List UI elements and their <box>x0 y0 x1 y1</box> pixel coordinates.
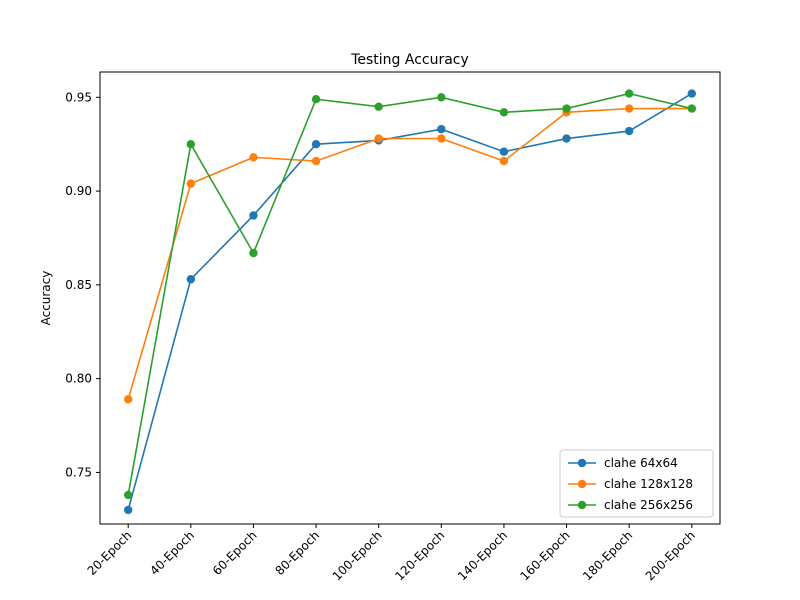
y-tick-label: 0.95 <box>65 90 92 104</box>
x-tick-label: 180-Epoch <box>580 528 635 583</box>
y-tick-label: 0.75 <box>65 465 92 479</box>
data-point <box>124 395 133 404</box>
data-point <box>374 102 383 111</box>
x-tick-label: 140-Epoch <box>455 528 510 583</box>
data-point <box>186 275 196 284</box>
data-point <box>249 153 258 162</box>
y-axis-label: Accuracy <box>39 271 53 326</box>
x-tick-label: 40-Epoch <box>147 528 197 578</box>
y-tick-label: 0.85 <box>65 278 92 292</box>
data-point <box>186 140 196 149</box>
data-point <box>499 156 509 166</box>
data-point <box>624 89 634 98</box>
data-point <box>437 134 446 143</box>
x-tick-label: 160-Epoch <box>518 528 573 583</box>
legend-label: clahe 64x64 <box>604 456 678 470</box>
legend-label: clahe 256x256 <box>604 498 693 512</box>
data-point <box>124 505 133 515</box>
data-point <box>311 94 321 104</box>
y-tick-label: 0.90 <box>65 184 92 198</box>
legend-marker-swatch <box>577 500 587 510</box>
data-point <box>687 104 696 113</box>
data-point <box>124 490 133 500</box>
data-point <box>499 108 509 117</box>
data-point <box>624 126 634 136</box>
series-line <box>127 92 693 511</box>
y-tick-label: 0.80 <box>65 372 92 386</box>
data-point <box>186 179 196 188</box>
legend: clahe 64x64 clahe 128x128 clahe 256x256 <box>559 449 714 518</box>
x-tick-label: 100-Epoch <box>330 528 385 583</box>
x-tick-label: 200-Epoch <box>643 528 698 583</box>
data-point <box>437 93 446 102</box>
data-point <box>249 248 258 258</box>
chart-title: Testing Accuracy <box>350 52 469 68</box>
legend-marker-swatch <box>577 458 587 468</box>
x-tick-label: 80-Epoch <box>272 528 322 578</box>
x-tick-label: 60-Epoch <box>210 528 260 578</box>
data-point <box>374 134 383 143</box>
x-tick-label: 120-Epoch <box>392 528 447 583</box>
data-point <box>499 147 509 156</box>
legend-box <box>559 449 714 518</box>
data-point <box>311 140 321 149</box>
data-point <box>311 156 321 166</box>
legend-label: clahe 128x128 <box>604 477 693 491</box>
data-point <box>624 104 634 113</box>
data-point <box>437 125 446 134</box>
series-line <box>127 92 692 496</box>
data-point <box>562 134 571 143</box>
data-point <box>562 104 571 113</box>
x-tick-label: 20-Epoch <box>85 528 135 578</box>
axes-frame <box>99 71 721 525</box>
data-point <box>687 89 696 98</box>
legend-marker-swatch <box>577 479 587 489</box>
series-line <box>127 107 692 400</box>
data-point <box>249 211 258 220</box>
